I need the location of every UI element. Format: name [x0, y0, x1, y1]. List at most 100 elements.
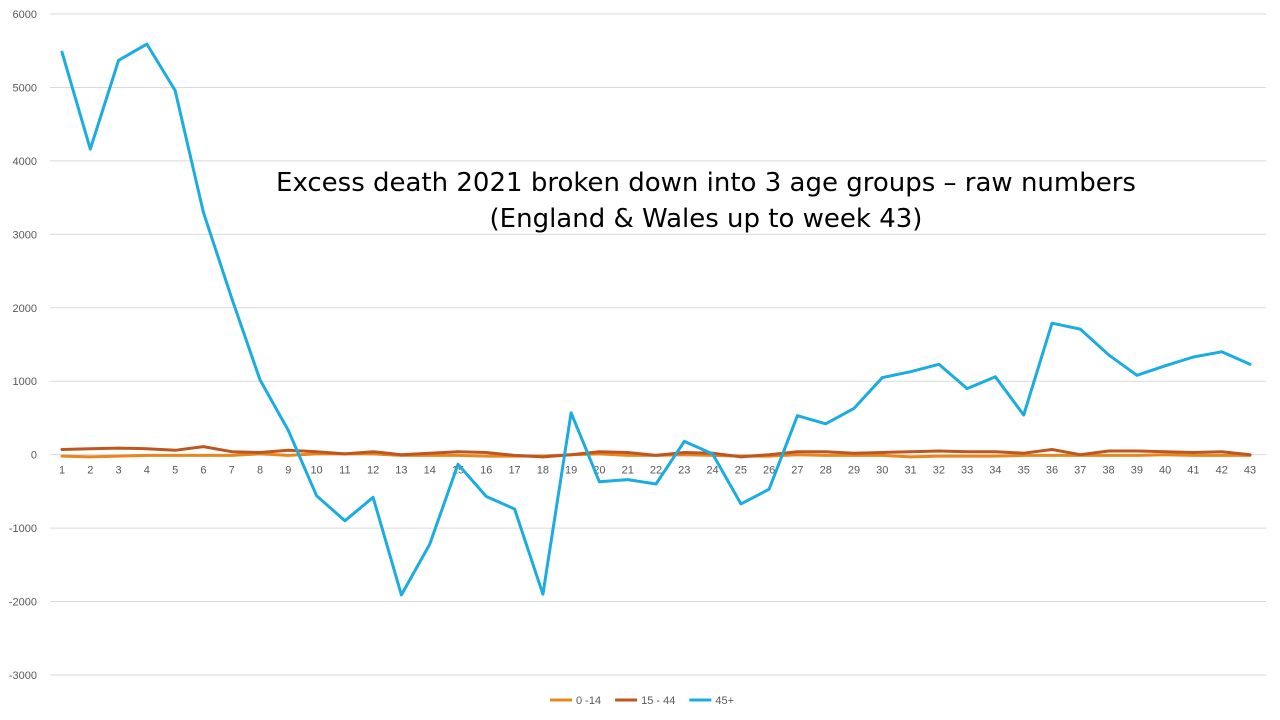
data-point: [230, 297, 233, 300]
data-point: [796, 450, 799, 453]
data-point: [485, 454, 488, 458]
data-point: [315, 452, 318, 456]
data-point: [428, 543, 431, 546]
data-point: [485, 451, 488, 454]
data-point: [1248, 363, 1252, 366]
x-tick-label: 25: [735, 465, 747, 477]
x-tick-label: 12: [367, 465, 379, 477]
data-point: [202, 454, 205, 457]
data-point: [145, 454, 149, 457]
y-axis-ticks: 6000 5000 4000 3000 2000 1000 0 -1000 -2000 -3000: [9, 9, 37, 682]
y-tick-label: 3000: [13, 229, 37, 241]
data-point: [965, 450, 969, 453]
legend-label: 15 - 44: [641, 695, 675, 707]
data-point: [824, 454, 827, 457]
x-tick-label: 24: [706, 465, 718, 477]
data-point: [89, 447, 92, 450]
y-tick-label: 5000: [13, 82, 37, 94]
series-lines: [60, 42, 1252, 597]
data-point: [881, 454, 884, 457]
data-point: [371, 450, 375, 453]
data-point: [173, 449, 177, 452]
x-tick-label: 31: [904, 465, 916, 477]
data-point: [230, 450, 233, 453]
data-point: [371, 496, 375, 499]
data-point: [598, 480, 601, 484]
data-point: [89, 455, 92, 459]
legend: 0 -14 15 - 44 45+: [550, 695, 734, 707]
data-point: [1220, 450, 1223, 453]
x-tick-label: 13: [395, 465, 407, 477]
x-tick-label: 14: [424, 465, 436, 477]
data-point: [400, 593, 403, 597]
data-point: [994, 450, 997, 453]
data-point: [202, 211, 205, 214]
data-point: [60, 448, 64, 451]
x-tick-label: 36: [1046, 465, 1058, 477]
data-point: [767, 487, 771, 491]
data-point: [909, 450, 912, 453]
data-point: [117, 454, 120, 458]
data-point: [1220, 454, 1223, 457]
data-point: [428, 454, 431, 457]
data-point: [541, 593, 545, 596]
data-point: [1079, 453, 1082, 456]
x-tick-label: 26: [763, 465, 775, 477]
chart-title-line-1: Excess death 2021 broken down into 3 age…: [276, 168, 1136, 198]
x-tick-label: 42: [1216, 465, 1228, 477]
x-tick-label: 16: [480, 465, 492, 477]
x-tick-label: 37: [1074, 465, 1086, 477]
data-point: [852, 451, 856, 455]
data-point: [937, 363, 941, 366]
data-point: [1163, 364, 1167, 367]
x-tick-label: 29: [848, 465, 860, 477]
data-point: [767, 453, 771, 456]
x-tick-label: 17: [508, 465, 520, 477]
data-point: [117, 446, 120, 450]
data-point: [315, 450, 318, 453]
data-point: [145, 447, 149, 450]
data-point: [626, 478, 629, 481]
data-point: [824, 450, 827, 453]
series-line: [60, 42, 1252, 597]
data-point: [1079, 327, 1082, 331]
y-tick-label: 4000: [13, 156, 37, 168]
x-tick-label: 11: [339, 465, 350, 477]
data-point: [400, 453, 403, 456]
data-point: [456, 463, 460, 466]
data-point: [1022, 413, 1025, 417]
data-point: [1107, 454, 1110, 457]
data-point: [541, 455, 545, 459]
data-point: [60, 454, 64, 458]
data-point: [683, 440, 686, 443]
data-point: [1050, 322, 1054, 325]
data-point: [569, 411, 573, 415]
x-tick-label: 41: [1187, 465, 1199, 477]
x-tick-label: 35: [1018, 465, 1030, 477]
data-point: [1135, 374, 1139, 377]
data-point: [994, 454, 997, 458]
y-tick-label: -1000: [9, 523, 37, 535]
data-point: [287, 454, 290, 457]
x-tick-label: 5: [172, 465, 178, 477]
data-point: [739, 502, 743, 506]
data-point: [428, 451, 431, 455]
data-point: [1163, 453, 1167, 456]
x-tick-label: 38: [1102, 465, 1114, 477]
data-point: [230, 454, 233, 457]
data-point: [145, 42, 149, 46]
data-point: [456, 454, 460, 457]
data-point: [343, 452, 347, 456]
series-group: [60, 445, 1252, 459]
y-tick-label: -2000: [9, 597, 37, 609]
data-point: [881, 376, 884, 379]
data-point: [965, 454, 969, 458]
data-point: [1107, 353, 1110, 356]
x-tick-label: 3: [116, 465, 122, 477]
data-point: [287, 449, 290, 452]
data-point: [852, 407, 856, 410]
x-tick-label: 33: [961, 465, 973, 477]
x-tick-label: 23: [678, 465, 690, 477]
y-tick-label: 1000: [13, 376, 37, 388]
